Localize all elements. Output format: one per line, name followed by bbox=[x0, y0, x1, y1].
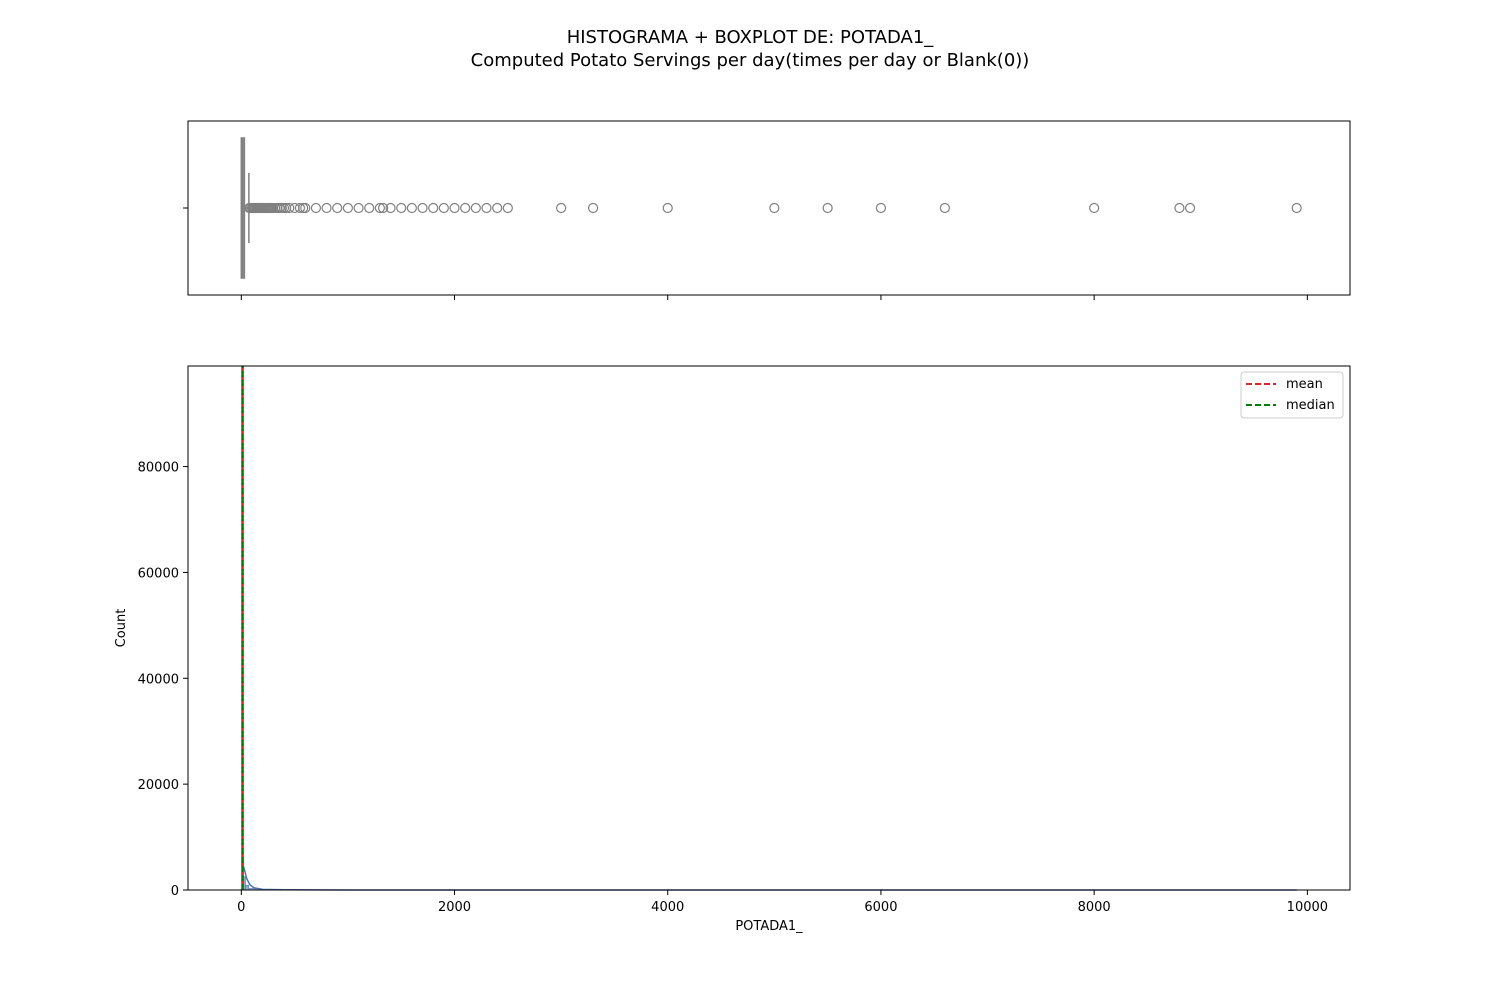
outlier-point bbox=[492, 202, 503, 214]
x-tick-label: 8000 bbox=[1078, 900, 1111, 915]
y-tick-label: 80000 bbox=[138, 461, 179, 476]
x-tick-label: 4000 bbox=[651, 900, 684, 915]
outlier-point bbox=[822, 202, 833, 214]
outlier-point bbox=[310, 202, 322, 214]
outlier-point bbox=[342, 202, 354, 214]
y-axis-label: Count bbox=[114, 609, 129, 648]
outlier-point bbox=[377, 202, 389, 214]
outlier-point bbox=[1174, 202, 1185, 214]
outlier-point bbox=[470, 202, 481, 214]
x-tick-label: 10000 bbox=[1287, 900, 1328, 915]
outlier-point bbox=[406, 202, 417, 214]
legend-mean-label: mean bbox=[1286, 377, 1323, 392]
boxplot-panel bbox=[183, 120, 1351, 300]
outlier-point bbox=[321, 202, 332, 214]
legend-median-label: median bbox=[1286, 398, 1335, 413]
x-tick-label: 6000 bbox=[864, 900, 897, 915]
boxplot-background bbox=[188, 121, 1350, 295]
figure-title-block: HISTOGRAMA + BOXPLOT DE: POTADA1_ Comput… bbox=[0, 26, 1500, 72]
outlier-point bbox=[556, 202, 567, 214]
outlier-point bbox=[1291, 202, 1302, 214]
outlier-point bbox=[662, 202, 673, 214]
outlier-point bbox=[385, 202, 396, 214]
legend: mean median bbox=[1240, 371, 1344, 419]
histogram-background bbox=[188, 366, 1350, 890]
outlier-point bbox=[1089, 202, 1100, 214]
histogram-panel: 0 2000 4000 6000 8000 10000 0 20000 40000 60000 8… bbox=[114, 365, 1351, 934]
outlier-point bbox=[939, 202, 950, 214]
outlier-point bbox=[588, 202, 599, 214]
boxplot-outliers bbox=[244, 202, 1302, 214]
outlier-point bbox=[364, 202, 375, 214]
figure-title: HISTOGRAMA + BOXPLOT DE: POTADA1_ bbox=[566, 27, 934, 48]
histogram-y-ticks: 0 20000 40000 60000 80000 bbox=[138, 461, 188, 899]
outlier-point bbox=[769, 202, 780, 214]
outlier-point bbox=[284, 202, 295, 214]
outlier-point bbox=[300, 202, 311, 214]
outlier-point bbox=[294, 202, 306, 214]
outlier-point bbox=[460, 202, 471, 214]
x-tick-label: 0 bbox=[237, 900, 245, 915]
outlier-point bbox=[353, 202, 364, 214]
histogram-frame bbox=[187, 365, 1351, 891]
x-tick-label: 2000 bbox=[438, 900, 471, 915]
outlier-point bbox=[396, 202, 407, 214]
outlier-point bbox=[1184, 202, 1196, 214]
histogram-bar bbox=[245, 884, 250, 891]
outlier-point bbox=[502, 202, 513, 214]
boxplot-x-ticks bbox=[240, 295, 1308, 300]
x-axis-label: POTADA1_ bbox=[735, 919, 803, 934]
outlier-point bbox=[428, 202, 439, 214]
outlier-point bbox=[438, 202, 449, 214]
outlier-point bbox=[449, 202, 460, 214]
figure-subtitle: Computed Potato Servings per day(times p… bbox=[470, 50, 1030, 71]
histogram-x-ticks: 0 2000 4000 6000 8000 10000 bbox=[237, 890, 1328, 915]
outlier-point bbox=[417, 202, 428, 214]
y-tick-label: 20000 bbox=[138, 778, 179, 793]
outlier-point bbox=[481, 202, 492, 214]
outlier-point bbox=[332, 202, 343, 214]
outlier-point bbox=[875, 202, 887, 214]
y-tick-label: 40000 bbox=[138, 672, 179, 687]
y-tick-label: 0 bbox=[171, 884, 179, 899]
boxplot-body bbox=[240, 137, 250, 279]
y-tick-label: 60000 bbox=[138, 566, 179, 581]
outlier-point bbox=[374, 202, 385, 214]
